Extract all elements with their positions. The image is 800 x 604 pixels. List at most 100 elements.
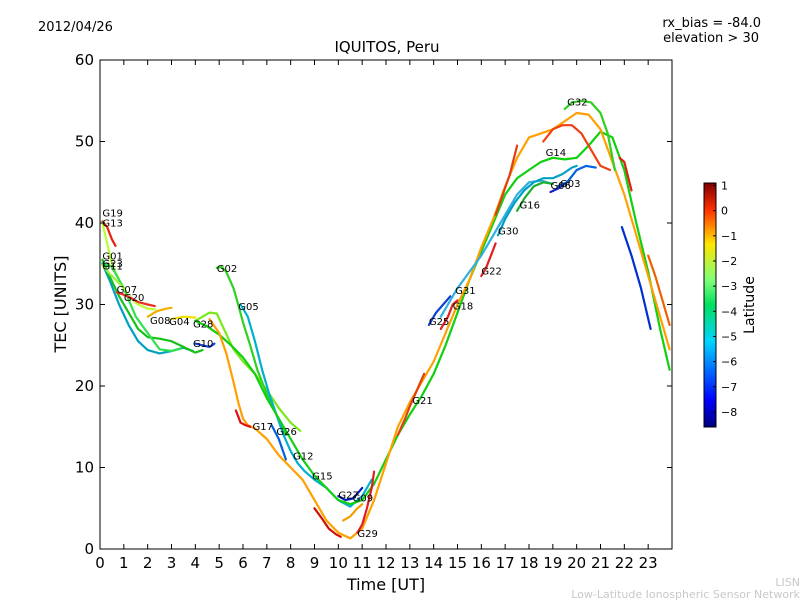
series-G27 bbox=[337, 486, 364, 502]
series-G12 bbox=[270, 424, 287, 461]
x-tick-label: 15 bbox=[448, 554, 467, 572]
series-G14 bbox=[494, 144, 519, 216]
series-G09 bbox=[342, 503, 364, 522]
series-G18 bbox=[439, 299, 459, 330]
x-tick-label: 0 bbox=[95, 554, 105, 572]
colorbar-tick-label: −8 bbox=[721, 406, 737, 419]
label-G23: G23 bbox=[102, 259, 122, 270]
label-G05: G05 bbox=[238, 302, 258, 313]
series-G19 bbox=[101, 220, 117, 247]
x-tick-label: 19 bbox=[543, 554, 562, 572]
label-G21: G21 bbox=[412, 396, 432, 407]
x-tick-label: 3 bbox=[167, 554, 177, 572]
x-axis-label: Time [UT] bbox=[346, 575, 425, 594]
label-G08: G08 bbox=[150, 316, 170, 327]
colorbar-tick-label: −7 bbox=[721, 381, 737, 394]
label-G30: G30 bbox=[498, 226, 518, 237]
series-G15 bbox=[313, 507, 342, 538]
x-axis: 0 1 2 3 4 5 6 7 8 9 10 11 12 13 14 15 16 17 18 19 20 21 22 23 bbox=[95, 60, 658, 572]
series-G04 bbox=[170, 315, 197, 321]
series-G33 bbox=[542, 124, 612, 172]
label-G12: G12 bbox=[293, 451, 313, 462]
series-G02 bbox=[215, 265, 287, 436]
x-tick-label: 20 bbox=[567, 554, 586, 572]
x-tick-label: 17 bbox=[496, 554, 515, 572]
series-G30 bbox=[496, 164, 578, 237]
y-tick-label: 10 bbox=[75, 459, 94, 477]
label-G14: G14 bbox=[546, 148, 566, 159]
footer-org: LISN bbox=[775, 576, 800, 589]
label-G20: G20 bbox=[124, 293, 144, 304]
label-G03: G03 bbox=[560, 179, 580, 190]
series-G07 bbox=[101, 264, 128, 293]
plot-frame bbox=[99, 59, 673, 550]
series-G03 bbox=[556, 164, 597, 188]
label-G27: G27 bbox=[338, 490, 358, 501]
series-G08 bbox=[146, 306, 173, 318]
series-G23 bbox=[101, 258, 204, 354]
colorbar-tick-label: −6 bbox=[721, 356, 737, 369]
x-tick-label: 18 bbox=[519, 554, 538, 572]
x-tick-label: 22 bbox=[615, 554, 634, 572]
label-G16: G16 bbox=[519, 200, 539, 211]
series-G36 bbox=[647, 254, 671, 326]
colorbar-tick-label: −5 bbox=[721, 330, 737, 343]
colorbar-tick-label: −1 bbox=[721, 230, 737, 243]
y-tick-label: 50 bbox=[75, 133, 94, 151]
series-G25 bbox=[427, 295, 452, 326]
x-tick-label: 12 bbox=[376, 554, 395, 572]
label-G22: G22 bbox=[481, 266, 501, 277]
series-G10 bbox=[194, 342, 216, 348]
colorbar-tick-label: 1 bbox=[721, 180, 728, 193]
footer-network: Low-Latitude Ionospheric Sensor Network bbox=[571, 588, 800, 600]
y-axis: 0 10 20 30 40 50 60 bbox=[75, 51, 672, 558]
label-G13: G13 bbox=[102, 218, 122, 229]
label-G18: G18 bbox=[453, 301, 473, 312]
x-tick-label: 10 bbox=[329, 554, 348, 572]
series-G34 bbox=[618, 156, 633, 192]
series-G16 bbox=[516, 181, 554, 212]
series-G24 bbox=[194, 130, 671, 506]
label-G02: G02 bbox=[217, 264, 237, 275]
x-tick-label: 21 bbox=[591, 554, 610, 572]
colorbar-tick-label: −2 bbox=[721, 255, 737, 268]
chart-title: IQUITOS, Peru bbox=[334, 38, 439, 56]
series-G20 bbox=[115, 291, 156, 308]
x-tick-label: 6 bbox=[238, 554, 248, 572]
y-tick-label: 0 bbox=[84, 540, 94, 558]
y-tick-label: 40 bbox=[75, 214, 94, 232]
x-tick-label: 7 bbox=[262, 554, 272, 572]
plot-lines bbox=[101, 99, 671, 540]
label-G15: G15 bbox=[312, 472, 332, 483]
x-tick-label: 11 bbox=[353, 554, 372, 572]
series-G26 bbox=[234, 409, 252, 428]
x-tick-label: 2 bbox=[143, 554, 153, 572]
label-G10: G10 bbox=[193, 339, 213, 350]
colorbar-ticks: 1 0 −1 −2 −3 −4 −5 −6 −7 −8 bbox=[713, 180, 737, 419]
series-G17 bbox=[208, 111, 671, 540]
x-tick-label: 13 bbox=[400, 554, 419, 572]
x-tick-label: 5 bbox=[214, 554, 224, 572]
x-tick-label: 8 bbox=[286, 554, 296, 572]
chart-date: 2012/04/26 bbox=[38, 20, 113, 35]
colorbar-tick-label: −3 bbox=[721, 280, 737, 293]
x-tick-label: 4 bbox=[191, 554, 201, 572]
series-G35 bbox=[620, 226, 652, 330]
label-G31: G31 bbox=[455, 286, 475, 297]
rx-bias-label: rx_bias = -84.0 bbox=[662, 16, 761, 31]
x-tick-label: 16 bbox=[472, 554, 491, 572]
series-G06 bbox=[549, 182, 566, 194]
label-G17: G17 bbox=[253, 422, 273, 433]
x-tick-label: 23 bbox=[639, 554, 658, 572]
label-G11: G11 bbox=[102, 261, 122, 272]
label-G25: G25 bbox=[429, 317, 449, 328]
elevation-label: elevation > 30 bbox=[663, 31, 759, 46]
label-G09: G09 bbox=[353, 494, 373, 505]
y-tick-label: 20 bbox=[75, 377, 94, 395]
series-G05 bbox=[239, 303, 373, 508]
label-G32: G32 bbox=[567, 98, 587, 109]
label-G01: G01 bbox=[102, 252, 122, 263]
